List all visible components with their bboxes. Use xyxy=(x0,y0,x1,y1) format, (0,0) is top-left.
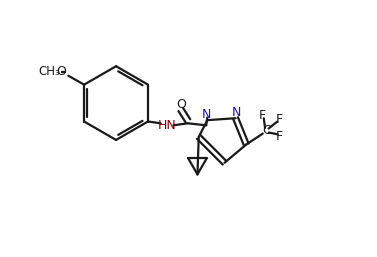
Text: C: C xyxy=(262,124,271,137)
Text: F: F xyxy=(276,113,283,126)
Text: N: N xyxy=(232,106,242,119)
Text: CH₃: CH₃ xyxy=(38,66,60,78)
Text: F: F xyxy=(259,109,266,122)
Text: O: O xyxy=(56,66,66,78)
Text: O: O xyxy=(176,98,186,112)
Text: N: N xyxy=(201,108,211,121)
Text: HN: HN xyxy=(158,119,176,132)
Text: F: F xyxy=(276,130,284,143)
